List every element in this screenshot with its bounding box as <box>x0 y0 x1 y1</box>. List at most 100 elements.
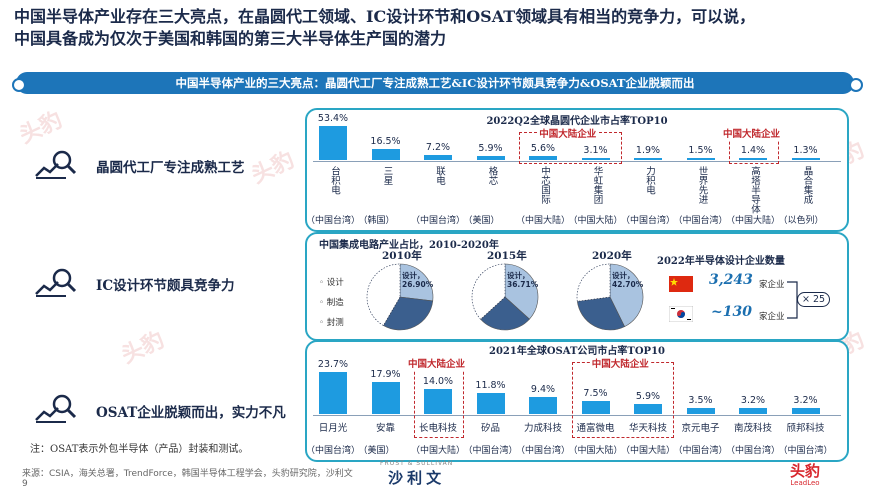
region-label: （韩国） <box>358 216 395 226</box>
foundry-chart-panel: 2022Q2全球晶圆代企业市占率TOP10 53.4% 台积电 （中国台湾） 16.5… <box>305 108 849 232</box>
region-label: （中国台湾） <box>673 216 728 226</box>
bar <box>686 158 715 160</box>
pie-slice-label: 设计，26.90% <box>402 271 434 289</box>
row-label-foundry: 晶圆代工厂专注成熟工艺 <box>96 160 245 176</box>
highlight-label: 中国大陆企业 <box>721 126 783 140</box>
region-label: （美国） <box>463 216 500 226</box>
row-label-osat: OSAT企业脱颖而出，实力不凡 <box>96 405 286 421</box>
ratio-badge: × 25 <box>797 292 831 307</box>
ribbon-dot-right <box>849 78 863 92</box>
category-label: 世界先进 <box>696 166 708 204</box>
category-label: 长电科技 <box>418 423 457 434</box>
bar <box>529 397 557 414</box>
footnote: 注：OSAT表示外包半导体（产品）封装和测试。 <box>30 444 249 455</box>
data-label: 7.2% <box>425 142 451 154</box>
chart-title: 2022Q2全球晶圆代企业市占率TOP10 <box>486 116 668 127</box>
region-label: （中国大陆） <box>568 446 623 456</box>
watermark-logo: 头豹 <box>247 147 299 189</box>
region-label: （中国台湾） <box>516 446 571 456</box>
analysis-icon <box>35 150 77 179</box>
chart-title: 2021年全球OSAT公司市占率TOP10 <box>488 346 665 357</box>
data-label: 5.9% <box>478 143 503 155</box>
china-count-value: 3,243 <box>709 272 753 288</box>
category-label: 中芯国际 <box>539 166 550 204</box>
bar <box>371 382 400 414</box>
category-label: 华虹集团 <box>591 166 603 204</box>
row-label-ic-design: IC设计环节颇具竞争力 <box>96 278 235 294</box>
pie-chart-title: 中国集成电路产业占比，2010-2020年 <box>319 240 499 251</box>
data-label: 16.5% <box>370 136 401 148</box>
pie-year-label: 2015年 <box>487 250 527 262</box>
category-label: 力成科技 <box>523 423 562 434</box>
region-label: （中国大陆） <box>568 216 623 226</box>
bar <box>581 400 610 414</box>
category-label: 颀邦科技 <box>786 423 825 434</box>
region-label: （以色列） <box>778 216 824 226</box>
page-title: 中国半导体产业存在三大亮点，在晶圆代工领域、IC设计环节和OSAT领域具有相当的… <box>14 6 864 50</box>
region-label: （中国大陆） <box>726 216 781 226</box>
data-label: 1.3% <box>793 145 818 156</box>
osat-chart-panel: 2021年全球OSAT公司市占率TOP10 23.7% 日月光 （中国台湾） 17.9… <box>305 340 849 462</box>
region-label: （中国台湾） <box>463 446 518 456</box>
x-axis <box>313 161 841 162</box>
ribbon-text: 中国半导体产业的三大亮点：晶圆代工厂专注成熟工艺&IC设计环节颇具竞争力&OSA… <box>175 76 695 90</box>
category-label: 力积电 <box>644 166 655 195</box>
bar <box>686 407 715 414</box>
category-label: 日月光 <box>318 423 348 434</box>
pie-slice <box>366 263 401 326</box>
region-label: （美国） <box>358 446 395 456</box>
category-label: 南茂科技 <box>733 423 772 434</box>
analysis-icon <box>35 268 77 297</box>
highlight-label: 中国大陆企业 <box>589 356 651 370</box>
bar <box>476 156 505 160</box>
korea-flag-icon <box>669 306 693 322</box>
pie-charts <box>366 263 644 331</box>
region-label: （中国大陆） <box>411 446 466 456</box>
bar <box>791 408 820 414</box>
highlight-label: 中国大陆企业 <box>406 356 468 370</box>
legend-item-manufacturing: ◦ 制造 <box>319 298 344 308</box>
bar <box>739 158 767 160</box>
pie-slice <box>504 263 539 320</box>
pie-slice-label: 设计，36.71% <box>507 271 539 289</box>
data-label: 1.9% <box>635 145 661 156</box>
leadleo-logo-text: 头豹 <box>790 462 821 480</box>
bar <box>791 158 820 160</box>
data-label: 11.8% <box>475 380 506 392</box>
data-label: 5.6% <box>530 143 556 155</box>
korea-count-unit: 家企业 <box>759 312 785 322</box>
sullivan-logo: FROST & SULLIVAN 沙利文 <box>380 460 453 488</box>
ic-design-panel: 中国集成电路产业占比，2010-2020年 ◦ 设计 ◦ 制造 ◦ 封测 202… <box>305 232 849 341</box>
data-label: 14.0% <box>422 376 454 388</box>
pie-slice <box>471 263 506 320</box>
bar <box>424 389 452 414</box>
ribbon-dot-left <box>12 78 26 92</box>
data-label: 1.5% <box>688 145 713 156</box>
region-label: （中国台湾） <box>778 446 833 456</box>
page-number: 9 <box>22 479 28 489</box>
category-label: 联电 <box>434 166 445 185</box>
bar <box>581 158 610 160</box>
data-label: 5.9% <box>635 390 661 402</box>
region-label: （中国台湾） <box>673 446 728 456</box>
bar <box>319 372 347 414</box>
pie-slice <box>399 263 434 302</box>
x-axis <box>313 415 841 416</box>
category-label: 晶合集成 <box>801 166 813 204</box>
source-note: 来源：CSIA，海关总署，TrendForce，韩国半导体工程学会，头豹研究院，… <box>22 469 353 479</box>
category-label: 格芯 <box>486 166 498 185</box>
category-label: 矽品 <box>480 423 500 434</box>
page-title-line2: 中国具备成为仅次于美国和韩国的第三大半导体生产国的潜力 <box>14 29 447 48</box>
watermark-logo: 头豹 <box>117 327 169 369</box>
legend-label: 封测 <box>326 318 344 328</box>
pie-slice-label: 设计，42.70% <box>612 271 644 289</box>
pie-slice <box>480 296 530 331</box>
bar <box>529 156 557 160</box>
region-label: （中国台湾） <box>621 216 676 226</box>
bar <box>319 126 347 160</box>
region-label: （中国大陆） <box>516 216 571 226</box>
design-count-title: 2022年半导体设计企业数量 <box>657 256 785 267</box>
china-count-unit: 家企业 <box>759 280 785 290</box>
legend-label: 设计 <box>326 278 344 288</box>
category-label: 通富微电 <box>576 423 615 434</box>
